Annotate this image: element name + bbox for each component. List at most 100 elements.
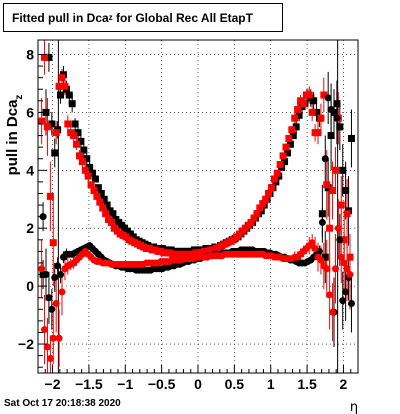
data-point-square bbox=[58, 74, 66, 82]
data-point-square bbox=[43, 123, 51, 131]
data-point-square bbox=[68, 100, 76, 108]
data-point-square bbox=[308, 108, 316, 116]
data-point-square bbox=[80, 146, 88, 154]
data-point-square bbox=[91, 175, 99, 183]
x-tick-label: 1.5 bbox=[297, 376, 317, 392]
data-point-circle bbox=[318, 218, 326, 226]
data-point-square bbox=[292, 123, 300, 131]
data-point-square bbox=[247, 218, 255, 226]
data-point-circle bbox=[46, 355, 54, 363]
data-point-square bbox=[86, 163, 94, 171]
data-point-circle bbox=[340, 259, 348, 267]
data-point-circle bbox=[57, 271, 65, 279]
data-point-square bbox=[102, 210, 110, 218]
data-point-square bbox=[270, 175, 278, 183]
data-point-square bbox=[45, 53, 53, 61]
data-point-square bbox=[323, 181, 331, 189]
data-point-circle bbox=[333, 114, 341, 122]
data-point-square bbox=[89, 169, 97, 177]
data-point-circle bbox=[48, 305, 56, 313]
data-point-circle bbox=[43, 343, 51, 351]
data-point-circle bbox=[39, 213, 47, 221]
data-point-square bbox=[281, 158, 289, 166]
data-point-square bbox=[46, 192, 54, 200]
x-tick-label: 0.5 bbox=[225, 376, 245, 392]
data-point-square bbox=[295, 111, 303, 119]
data-point-square bbox=[289, 132, 297, 140]
data-point-square bbox=[283, 149, 291, 157]
data-point-square bbox=[336, 123, 344, 131]
data-point-square bbox=[342, 187, 350, 195]
timestamp: Sat Oct 17 20:18:38 2020 bbox=[4, 398, 121, 409]
data-point-circle bbox=[55, 334, 63, 342]
data-point-square bbox=[320, 91, 328, 99]
data-point-circle bbox=[342, 288, 350, 296]
data-point-square bbox=[346, 253, 354, 261]
data-point-square bbox=[256, 204, 264, 212]
data-point-square bbox=[74, 129, 82, 137]
data-point-square bbox=[339, 166, 347, 174]
data-point-square bbox=[73, 140, 81, 148]
data-point-square bbox=[49, 239, 57, 247]
data-point-square bbox=[273, 169, 281, 177]
y-tick-label: 4 bbox=[26, 162, 34, 178]
data-point-square bbox=[291, 114, 299, 122]
data-point-square bbox=[262, 195, 270, 203]
data-point-circle bbox=[311, 244, 319, 252]
data-point-square bbox=[107, 218, 115, 226]
data-point-square bbox=[279, 152, 287, 160]
data-point-square bbox=[310, 97, 318, 105]
data-point-square bbox=[253, 210, 261, 218]
data-point-square bbox=[70, 132, 78, 140]
tick-labels: −2 −1.5 −1 −0.5 0 0.5 1 1.5 2 −2 0 2 4 6 8 bbox=[18, 46, 348, 392]
data-point-circle bbox=[49, 334, 57, 342]
data-point-circle bbox=[324, 94, 332, 102]
data-point-square bbox=[250, 214, 258, 222]
chart-title: Fitted pull in Dca z for Global Rec All E… bbox=[3, 3, 283, 32]
data-point-square bbox=[48, 120, 56, 128]
data-point-square bbox=[314, 129, 322, 137]
data-point-square bbox=[267, 184, 275, 192]
data-point-square bbox=[71, 120, 79, 128]
data-point-square bbox=[87, 181, 95, 189]
data-point-circle bbox=[346, 271, 354, 279]
data-point-circle bbox=[45, 294, 53, 302]
data-point-square bbox=[109, 210, 117, 218]
data-point-circle bbox=[317, 256, 325, 264]
data-point-square bbox=[337, 201, 345, 209]
data-point-circle bbox=[321, 155, 329, 163]
data-point-square bbox=[343, 210, 351, 218]
data-point-square bbox=[41, 53, 49, 61]
data-point-square bbox=[259, 200, 267, 208]
data-point-square bbox=[81, 166, 89, 174]
data-point-square bbox=[90, 187, 98, 195]
data-point-circle bbox=[339, 297, 347, 305]
data-point-square bbox=[57, 91, 65, 99]
data-point-square bbox=[84, 172, 92, 180]
data-point-square bbox=[265, 189, 273, 197]
y-axis-label-main: pull in Dca bbox=[4, 99, 21, 176]
chart-title-main: Fitted pull in Dca bbox=[12, 10, 109, 25]
data-point-square bbox=[83, 155, 91, 163]
y-tick-label: 8 bbox=[26, 46, 34, 62]
data-point-square bbox=[313, 108, 321, 116]
data-point-square bbox=[326, 224, 334, 232]
data-point-circle bbox=[343, 265, 351, 273]
x-tick-label: 2 bbox=[340, 376, 348, 392]
data-point-circle bbox=[329, 308, 337, 316]
data-point-square bbox=[100, 195, 108, 203]
data-point-square bbox=[286, 140, 294, 148]
data-point-circle bbox=[308, 239, 316, 247]
data-point-square bbox=[285, 134, 293, 142]
data-point-square bbox=[347, 134, 355, 142]
data-point-circle bbox=[336, 236, 344, 244]
data-point-square bbox=[75, 152, 83, 160]
data-point-square bbox=[321, 253, 329, 261]
data-point-square bbox=[94, 184, 102, 192]
data-point-square bbox=[288, 126, 296, 134]
data-point-circle bbox=[58, 288, 66, 296]
plot-frame bbox=[37, 39, 359, 374]
data-point-circle bbox=[41, 326, 49, 334]
data-point-circle bbox=[326, 291, 334, 299]
